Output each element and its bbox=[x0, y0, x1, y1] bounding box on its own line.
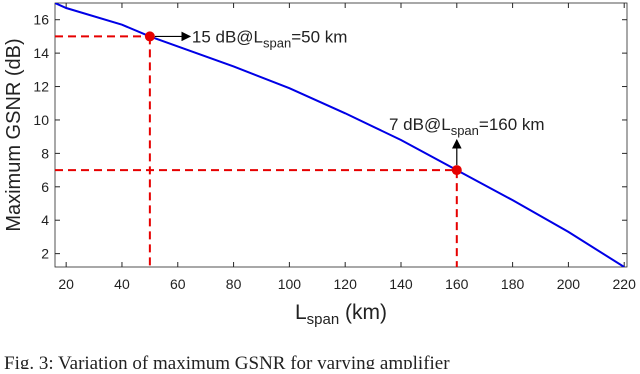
y-tick-label: 8 bbox=[41, 145, 49, 161]
x-tick-label: 180 bbox=[501, 276, 525, 292]
annotation-sub: span bbox=[263, 35, 291, 50]
x-tick-label: 80 bbox=[226, 276, 242, 292]
x-tick-label: 200 bbox=[557, 276, 581, 292]
y-tick-label: 2 bbox=[41, 246, 49, 262]
data-line bbox=[55, 3, 625, 267]
x-axis-label-part: (km) bbox=[339, 301, 387, 324]
x-tick-label: 40 bbox=[114, 276, 130, 292]
x-axis-label: Lspan (km) bbox=[295, 301, 387, 328]
caption: Fig. 3: Variation of maximum GSNR for va… bbox=[4, 353, 450, 369]
y-tick-label: 14 bbox=[33, 45, 49, 61]
annotation: 15 dB@Lspan=50 km bbox=[192, 27, 348, 50]
x-axis-label-part: L bbox=[295, 301, 307, 324]
annotation-part: =160 km bbox=[479, 115, 545, 134]
x-tick-label: 20 bbox=[58, 276, 74, 292]
annotation-sub: span bbox=[451, 123, 479, 138]
annotation: 7 dB@Lspan=160 km bbox=[389, 115, 545, 138]
y-tick-label: 4 bbox=[41, 212, 49, 228]
annotation-part: 7 dB@L bbox=[389, 115, 451, 134]
highlight-point bbox=[451, 165, 462, 176]
y-axis-label: Maximum GSNR (dB) bbox=[3, 38, 25, 231]
x-tick-label: 160 bbox=[445, 276, 469, 292]
y-tick-label: 12 bbox=[33, 79, 49, 95]
x-tick-label: 220 bbox=[613, 276, 637, 292]
x-tick-label: 100 bbox=[278, 276, 302, 292]
x-tick-label: 60 bbox=[170, 276, 186, 292]
y-tick-label: 16 bbox=[33, 12, 49, 28]
x-axis-label-sub: span bbox=[307, 311, 340, 328]
y-tick-label: 6 bbox=[41, 179, 49, 195]
x-tick-label: 120 bbox=[334, 276, 358, 292]
annotation-part: 15 dB@L bbox=[192, 27, 263, 46]
highlight-point bbox=[144, 31, 155, 42]
y-tick-label: 10 bbox=[33, 112, 49, 128]
x-tick-label: 140 bbox=[389, 276, 413, 292]
annotation-part: =50 km bbox=[291, 27, 347, 46]
